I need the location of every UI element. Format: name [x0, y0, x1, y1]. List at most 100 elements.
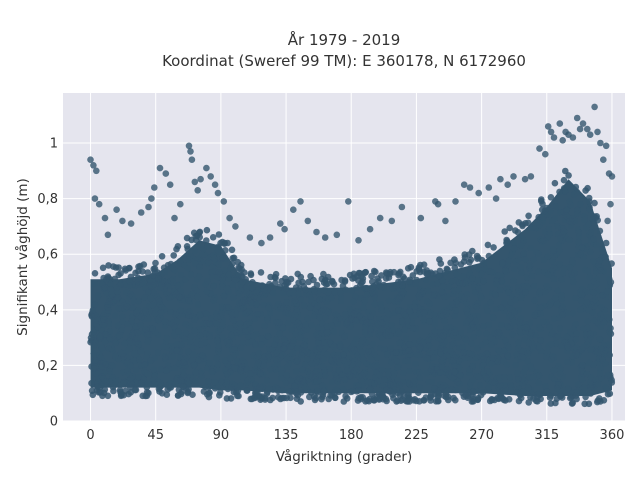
outlier-point [466, 184, 474, 191]
data-point [349, 275, 356, 282]
data-point [208, 273, 216, 281]
data-point [173, 377, 180, 384]
data-point [396, 339, 403, 347]
data-point [485, 321, 493, 329]
data-point [237, 367, 244, 375]
data-point [142, 307, 149, 314]
data-point [99, 264, 107, 272]
outlier-point [547, 128, 555, 136]
data-point [158, 252, 166, 260]
data-point [126, 282, 133, 289]
data-point [173, 347, 181, 355]
data-point [216, 392, 223, 399]
data-point [300, 302, 308, 309]
data-point [438, 288, 446, 296]
y-tick-label: 0,4 [37, 303, 58, 318]
data-point [341, 333, 348, 341]
data-point [248, 299, 256, 307]
data-point [349, 387, 357, 395]
data-point [174, 392, 182, 399]
data-point [549, 247, 557, 255]
data-point [583, 370, 591, 378]
data-point [390, 382, 398, 390]
data-point [91, 270, 99, 277]
data-point [165, 365, 173, 373]
data-point [362, 268, 370, 276]
data-point [320, 287, 328, 294]
data-point [539, 318, 547, 326]
data-point [276, 283, 284, 291]
data-point [121, 265, 129, 273]
data-point [209, 234, 217, 241]
data-point [420, 261, 428, 269]
data-point [133, 309, 140, 317]
data-point [277, 374, 285, 382]
data-point [395, 307, 402, 314]
data-point [594, 380, 602, 388]
data-point [289, 339, 297, 347]
data-point [239, 357, 246, 364]
y-tick-label: 0 [50, 415, 58, 430]
data-point [506, 374, 514, 381]
data-point [249, 279, 256, 286]
data-point [577, 250, 584, 258]
data-point [143, 353, 150, 361]
data-point [498, 304, 506, 311]
data-point [260, 362, 268, 369]
data-point [506, 224, 513, 232]
data-point [316, 314, 323, 321]
data-point [192, 232, 200, 240]
data-point [475, 285, 482, 292]
data-point [356, 312, 363, 320]
data-point [247, 270, 255, 277]
data-point [474, 394, 482, 402]
data-point [179, 367, 187, 374]
data-point [515, 397, 523, 405]
data-point [572, 321, 579, 328]
data-point [236, 265, 243, 273]
data-point [243, 387, 251, 394]
data-point [465, 350, 473, 357]
outlier-point [550, 134, 558, 141]
data-point [257, 269, 265, 276]
data-point [150, 366, 157, 373]
data-point [91, 301, 99, 309]
data-point [560, 265, 568, 272]
data-point [409, 325, 417, 332]
outlier-point [191, 178, 199, 186]
data-point [141, 361, 148, 369]
data-point [197, 341, 205, 348]
data-point [573, 351, 580, 359]
data-point [578, 244, 586, 251]
data-point [543, 388, 551, 396]
data-point [560, 227, 568, 235]
data-point [186, 377, 193, 384]
data-point [283, 394, 291, 402]
data-point [453, 271, 460, 278]
data-point [383, 307, 390, 314]
data-point [117, 390, 125, 398]
data-point [451, 368, 458, 376]
data-point [273, 336, 280, 343]
data-point [203, 288, 210, 295]
data-point [214, 274, 222, 281]
data-point [326, 365, 333, 373]
data-point [431, 328, 438, 335]
data-point [540, 214, 547, 221]
data-point [586, 206, 593, 213]
data-point [159, 343, 167, 351]
data-point [315, 334, 323, 341]
data-point [453, 300, 461, 308]
data-point [608, 260, 615, 267]
data-point [527, 244, 534, 252]
data-point [111, 275, 118, 283]
data-point [584, 184, 591, 192]
data-point [315, 339, 322, 347]
data-point [511, 308, 518, 316]
data-point [108, 290, 116, 298]
outlier-point [145, 203, 152, 211]
data-point [440, 283, 447, 290]
data-point [164, 261, 172, 269]
data-point [512, 227, 519, 234]
data-point [171, 364, 179, 372]
